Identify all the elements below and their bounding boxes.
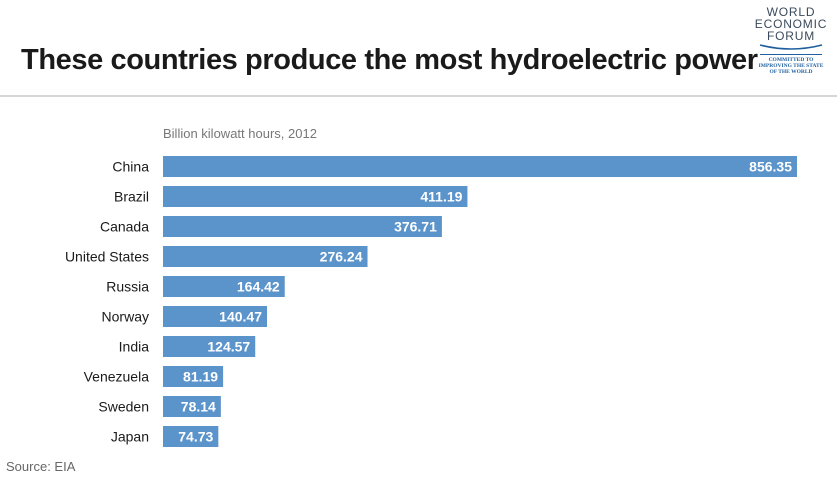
category-label-canada: Canada xyxy=(100,219,149,235)
logo-line-1: WORLD xyxy=(766,5,816,19)
category-label-japan: Japan xyxy=(111,429,149,445)
source-note: Source: EIA xyxy=(6,459,76,474)
header-divider xyxy=(0,95,837,97)
category-label-russia: Russia xyxy=(106,279,149,295)
bar-japan xyxy=(163,426,219,447)
bar-norway xyxy=(163,306,267,327)
value-label-canada: 376.71 xyxy=(394,219,437,235)
logo-arc-icon xyxy=(759,44,823,50)
category-label-brazil: Brazil xyxy=(114,189,149,205)
value-label-venezuela: 81.19 xyxy=(183,369,218,385)
bar-venezuela xyxy=(163,366,224,387)
logo-tagline-2: IMPROVING THE STATE xyxy=(758,63,824,69)
value-label-japan: 74.73 xyxy=(178,429,213,445)
bar-china xyxy=(163,156,797,177)
value-label-norway: 140.47 xyxy=(219,309,262,325)
category-label-sweden: Sweden xyxy=(98,399,149,415)
value-label-united-states: 276.24 xyxy=(320,249,363,265)
category-label-india: India xyxy=(119,339,150,355)
logo-line-3: FORUM xyxy=(767,29,815,43)
logo-divider xyxy=(760,54,822,55)
chart-subtitle: Billion kilowatt hours, 2012 xyxy=(163,126,317,141)
bars-group: China 856.35 Brazil 411.19 Canada 376.71 Unite… xyxy=(65,156,797,447)
wef-logo: WORLD ECONOMIC FORUM COMMITTED TO IMPROV… xyxy=(752,6,830,94)
logo-tagline-3: OF THE WORLD xyxy=(769,69,813,75)
hydro-bar-chart: Billion kilowatt hours, 2012 China 856.35… xyxy=(65,126,797,447)
logo-line-2: ECONOMIC xyxy=(754,17,828,31)
value-label-sweden: 78.14 xyxy=(181,399,216,415)
logo-tagline-1: COMMITTED TO xyxy=(768,57,814,63)
bar-russia xyxy=(163,276,285,297)
bar-united-states xyxy=(163,246,368,267)
category-label-venezuela: Venezuela xyxy=(84,369,150,385)
value-label-russia: 164.42 xyxy=(237,279,280,295)
bar-brazil xyxy=(163,186,468,207)
bar-sweden xyxy=(163,396,221,417)
value-label-brazil: 411.19 xyxy=(420,189,462,205)
category-label-united-states: United States xyxy=(65,249,149,265)
value-label-india: 124.57 xyxy=(207,339,250,355)
chart-title: These countries produce the most hydroel… xyxy=(21,44,758,76)
value-label-china: 856.35 xyxy=(749,159,792,175)
chart-header: These countries produce the most hydroel… xyxy=(0,0,837,98)
bar-canada xyxy=(163,216,442,237)
bar-india xyxy=(163,336,256,357)
category-label-china: China xyxy=(112,159,149,175)
category-label-norway: Norway xyxy=(102,309,149,325)
